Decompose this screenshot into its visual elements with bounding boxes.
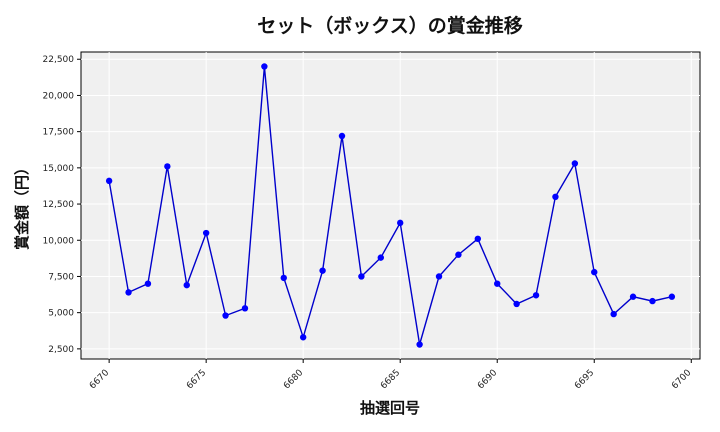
data-point (571, 160, 579, 167)
plot-area (80, 51, 701, 360)
y-tick-label: 12,500 (43, 200, 75, 210)
data-point (261, 63, 268, 70)
data-point (183, 281, 190, 289)
y-tick-label: 2,500 (48, 345, 74, 355)
y-tick-label: 7,500 (48, 272, 74, 282)
y-tick-label: 17,500 (43, 128, 75, 138)
data-point (241, 305, 249, 312)
data-point (299, 334, 307, 341)
grid-layer (81, 52, 700, 359)
data-point (629, 293, 637, 300)
chart-title: セット（ボックス）の賞金推移 (257, 14, 522, 37)
x-tick-label: 6670 (88, 368, 111, 391)
x-tick-label: 6680 (282, 368, 305, 391)
series-layer (105, 63, 676, 348)
x-tick-label: 6700 (670, 368, 693, 391)
y-tick-label: 15,000 (43, 164, 75, 174)
data-point (202, 229, 210, 237)
data-point (435, 273, 443, 280)
data-point (222, 312, 229, 319)
series-line (108, 66, 673, 345)
x-tick-label: 6695 (573, 368, 596, 391)
data-point (591, 268, 598, 276)
data-point (474, 235, 482, 243)
data-point (455, 251, 462, 258)
x-axis-ticks: 6670 6675 6680 6685 6690 6695 6700 (88, 359, 694, 391)
data-point (280, 274, 287, 282)
data-point (668, 293, 676, 300)
data-point (319, 267, 326, 274)
data-point (532, 292, 540, 299)
data-point (377, 254, 384, 261)
data-point (416, 341, 423, 348)
data-point (513, 300, 520, 308)
data-point (125, 289, 132, 296)
y-axis-ticks: 2,500 5,000 7,500 10,000 12,500 15,000 17,500 2… (43, 55, 81, 355)
data-point (105, 177, 113, 185)
data-point (552, 193, 559, 201)
data-point (397, 219, 404, 227)
y-axis-label: 賞金額（円） (13, 160, 31, 250)
data-point (610, 310, 617, 318)
x-tick-label: 6685 (379, 368, 402, 391)
y-tick-label: 20,000 (43, 91, 75, 101)
x-tick-label: 6675 (185, 368, 208, 391)
y-tick-label: 10,000 (43, 236, 75, 246)
data-point (338, 132, 346, 140)
y-tick-label: 5,000 (48, 309, 74, 319)
x-tick-label: 6690 (476, 368, 499, 391)
data-point (358, 273, 365, 280)
data-point (649, 297, 656, 305)
y-tick-label: 22,500 (43, 55, 75, 65)
data-point (144, 280, 152, 287)
data-point (164, 163, 171, 170)
data-point (494, 280, 501, 287)
x-axis-label: 抽選回号 (360, 399, 420, 417)
